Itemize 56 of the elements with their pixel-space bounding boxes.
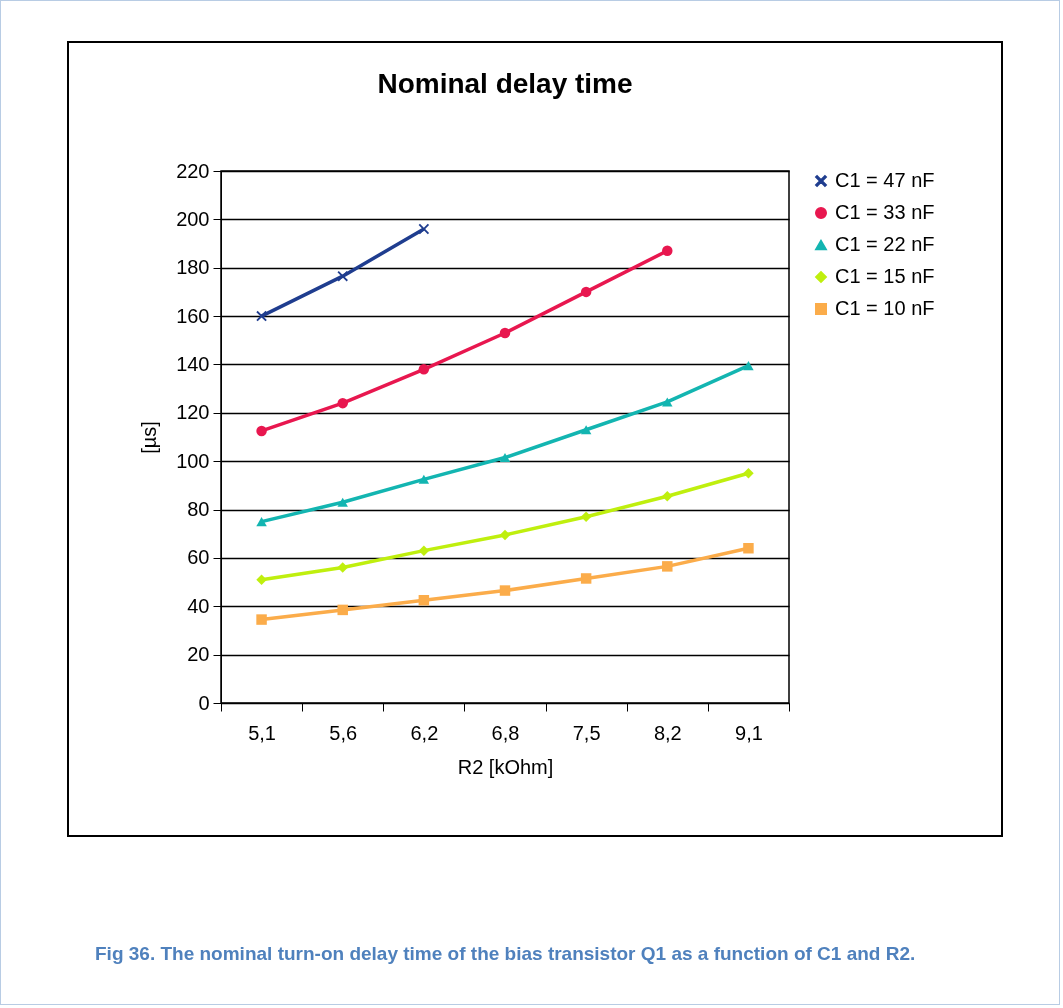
x-tick-label: 6,8 [491, 721, 520, 744]
point [256, 425, 267, 437]
point [337, 604, 348, 616]
y-tick-label: 160 [176, 304, 210, 327]
point [499, 529, 511, 541]
x-tick-label: 5,6 [329, 721, 358, 744]
point [580, 573, 592, 584]
point [337, 497, 348, 507]
point [743, 361, 754, 371]
y-tick-label: 180 [176, 256, 210, 279]
chart-title: Nominal delay time [377, 68, 633, 99]
point [499, 585, 511, 596]
x-tick-label: 7,5 [572, 721, 601, 744]
y-tick-label: 60 [187, 546, 210, 569]
point [256, 517, 267, 527]
y-tick-label: 200 [176, 207, 210, 230]
point [418, 545, 430, 556]
point [743, 468, 754, 479]
point [662, 491, 673, 502]
y-tick-label: 20 [187, 643, 210, 666]
legend-label: C1 = 10 nF [835, 297, 935, 319]
x-tick-label: 6,2 [410, 721, 439, 744]
point [418, 594, 430, 606]
y-tick-label: 40 [187, 594, 210, 617]
y-tick-label: 120 [176, 401, 210, 424]
y-tick-label: 0 [198, 691, 210, 714]
legend-label: C1 = 33 nF [835, 201, 935, 223]
legend-label: C1 = 47 nF [835, 169, 935, 191]
x-tick-label: 8,2 [653, 721, 682, 744]
point [499, 327, 511, 339]
x-tick-label: 5,1 [248, 721, 276, 744]
y-tick-label: 100 [176, 449, 210, 472]
point [580, 511, 592, 523]
point [499, 453, 511, 463]
point [418, 474, 430, 484]
y-tick-label: 220 [176, 159, 210, 182]
x-tick-label: 9,1 [735, 721, 763, 744]
point [580, 425, 592, 435]
point [580, 286, 592, 298]
legend-label: C1 = 22 nF [835, 233, 935, 255]
point [418, 364, 430, 375]
point [256, 614, 267, 625]
point [662, 561, 673, 572]
point [418, 223, 430, 235]
point [337, 397, 348, 409]
x-axis-title: R2 [kOhm] [457, 755, 554, 778]
caption: Fig 36. The nominal turn-on delay time of the bias transistor Q1 as a function of C1 and R2. [95, 942, 917, 966]
y-tick-label: 140 [176, 352, 210, 375]
point [256, 574, 267, 585]
point [662, 245, 673, 257]
legend-label: C1 = 15 nF [835, 265, 935, 287]
point [743, 542, 754, 554]
point [337, 270, 348, 282]
y-tick-label: 80 [187, 498, 210, 521]
point [337, 562, 348, 573]
y-axis-title: [µs] [138, 421, 161, 454]
